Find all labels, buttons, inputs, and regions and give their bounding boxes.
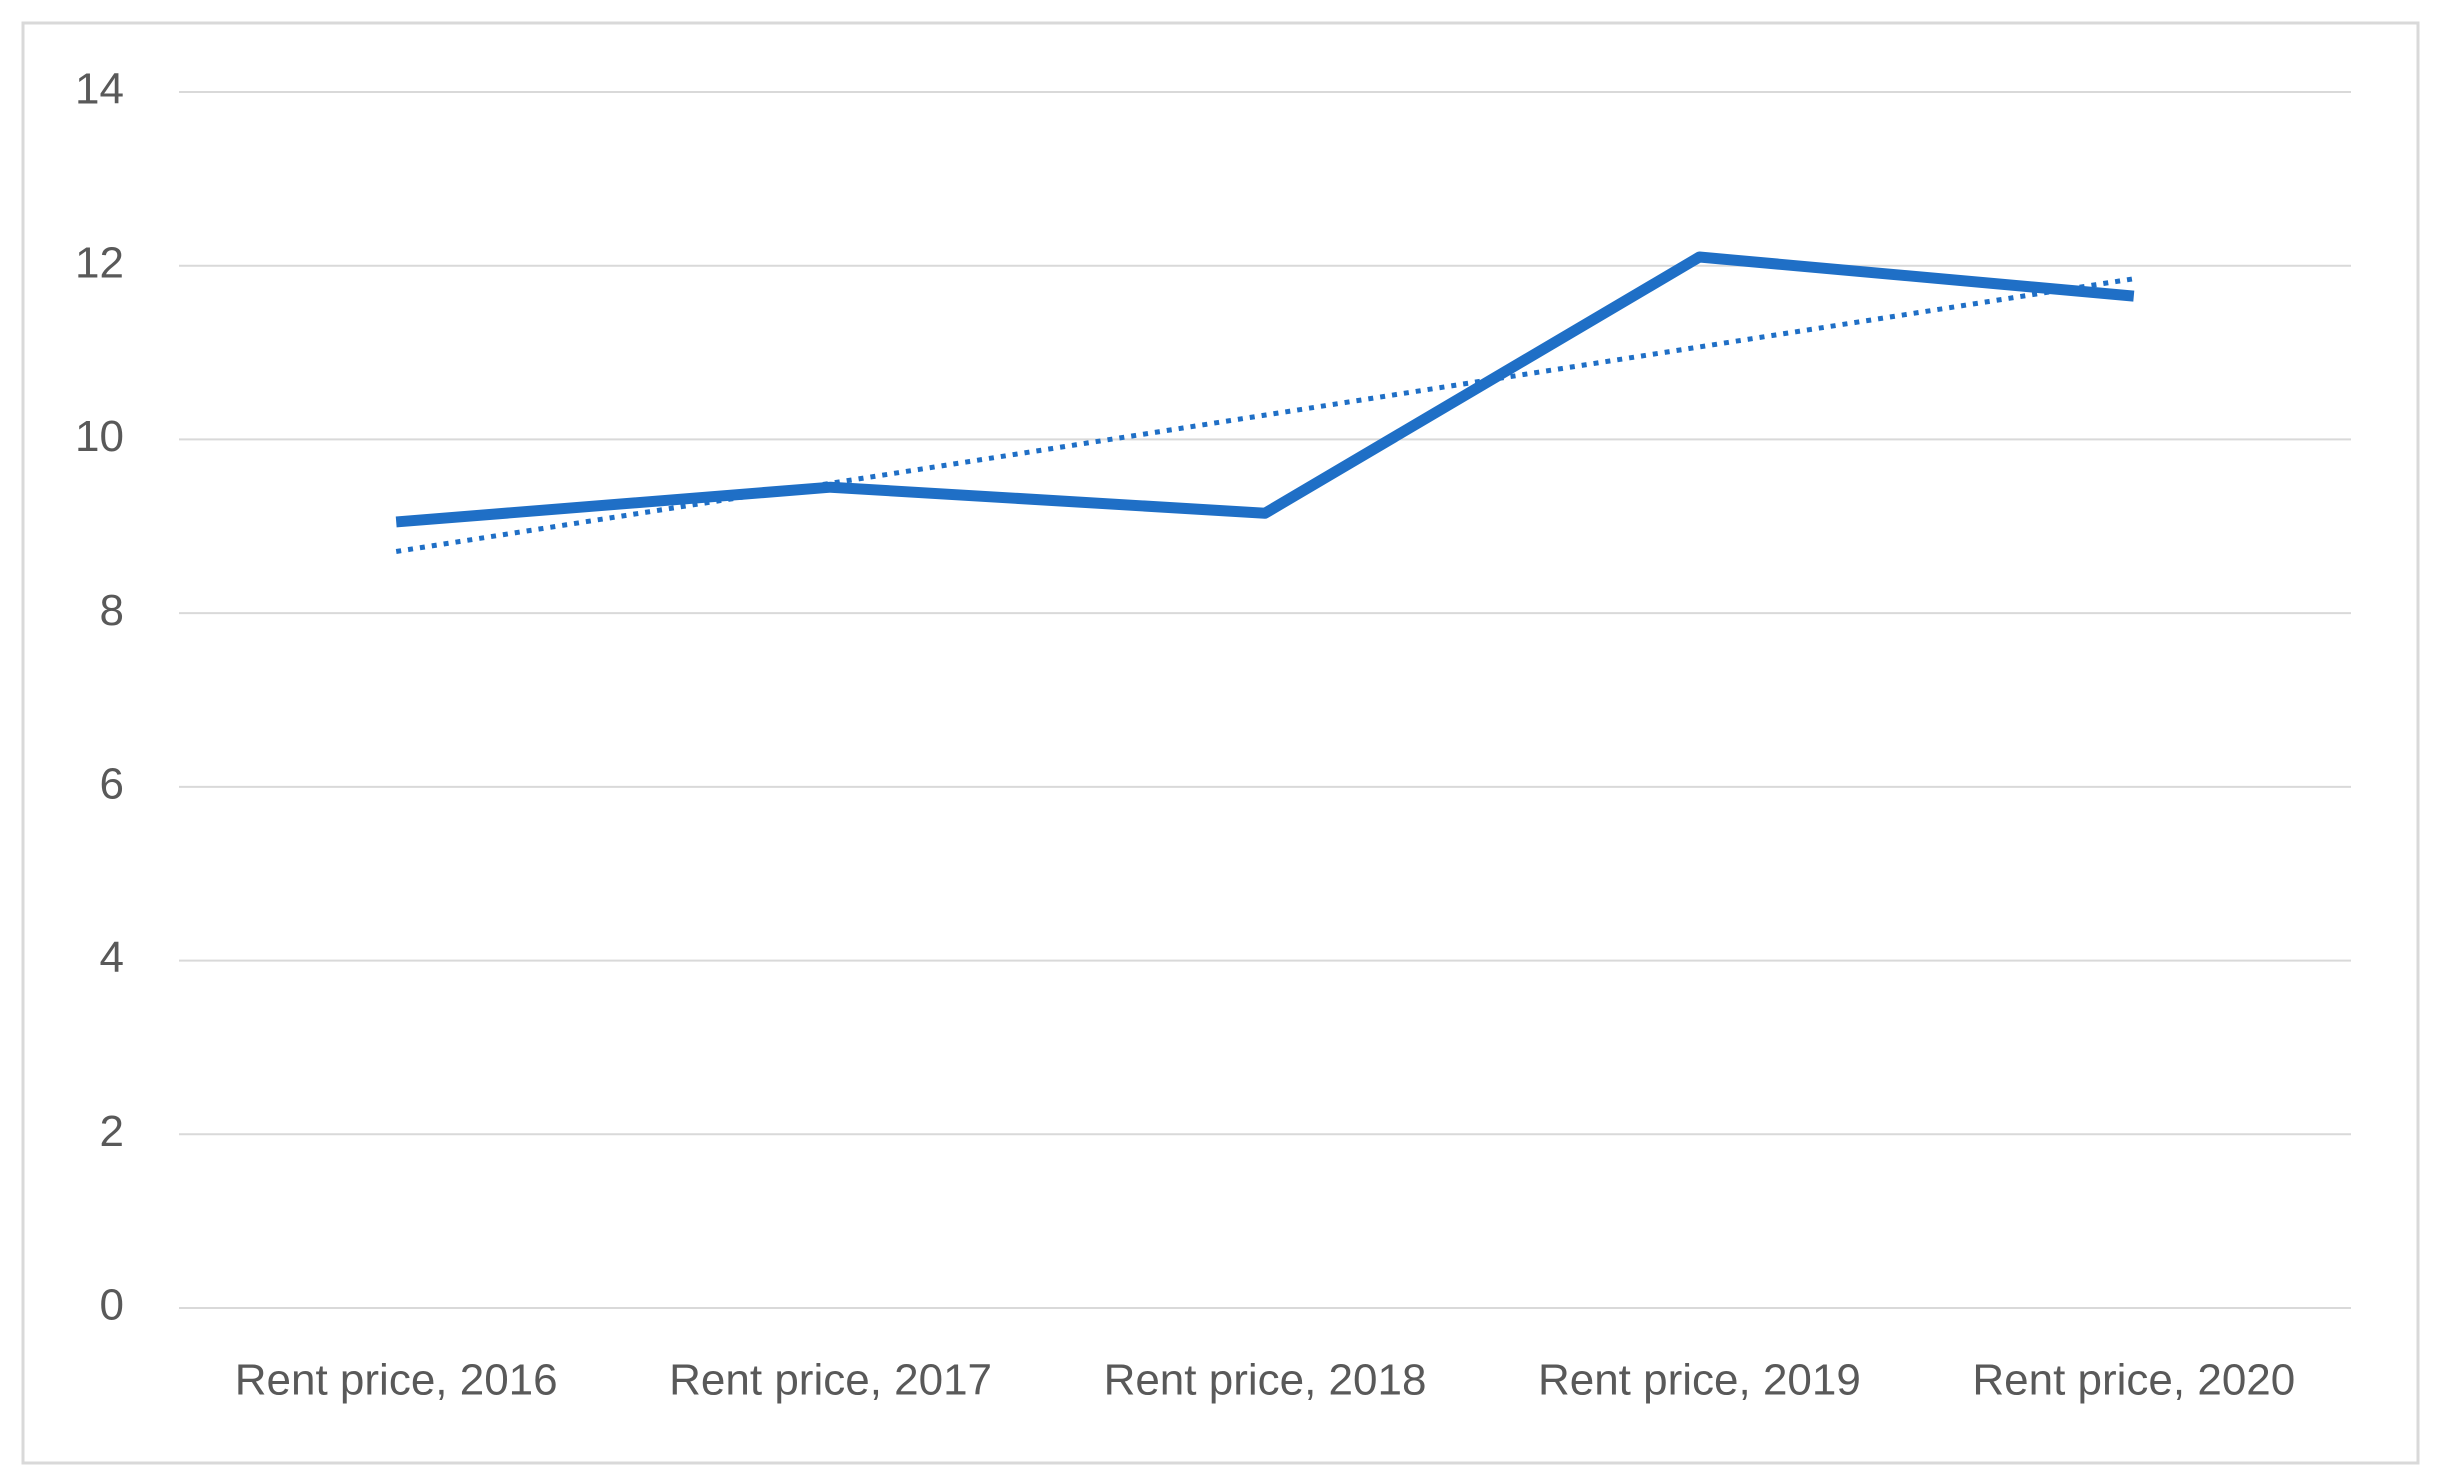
x-tick-label: Rent price, 2018 — [1104, 1356, 1427, 1405]
x-tick-label: Rent price, 2017 — [669, 1356, 992, 1405]
x-tick-label: Rent price, 2016 — [235, 1356, 558, 1405]
y-tick-label: 2 — [100, 1107, 124, 1156]
chart-border — [21, 21, 2420, 1465]
y-tick-label: 12 — [75, 238, 124, 287]
x-tick-label: Rent price, 2019 — [1538, 1356, 1861, 1405]
series-line — [395, 251, 2135, 528]
y-tick-label: 0 — [100, 1281, 124, 1330]
y-tick-label: 6 — [100, 759, 124, 808]
x-tick-label: Rent price, 2020 — [1972, 1356, 2295, 1405]
y-tick-label: 14 — [75, 65, 124, 114]
y-tick-label: 10 — [75, 412, 124, 461]
y-tick-label: 8 — [100, 586, 124, 635]
trend-line — [395, 276, 2135, 554]
y-tick-label: 4 — [100, 933, 124, 982]
